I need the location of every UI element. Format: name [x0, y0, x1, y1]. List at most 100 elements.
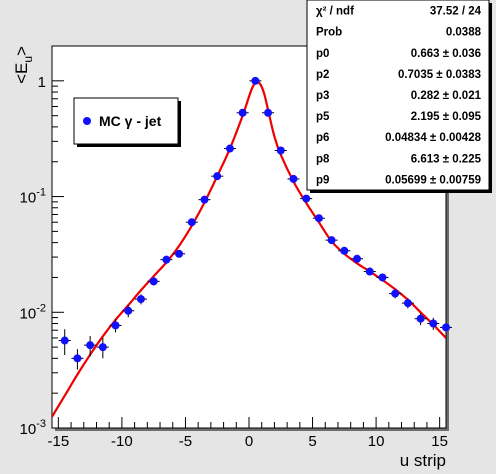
data-marker — [73, 354, 82, 363]
data-point — [312, 214, 325, 223]
stats-label: p2 — [316, 69, 329, 81]
data-point — [440, 321, 452, 335]
legend-box — [73, 97, 179, 145]
data-marker — [276, 146, 285, 155]
data-marker — [86, 341, 95, 350]
data-marker — [175, 249, 184, 258]
x-axis-title: u strip — [400, 451, 446, 470]
stats-label: p5 — [316, 111, 330, 123]
data-point — [236, 108, 249, 117]
data-marker — [60, 336, 69, 345]
data-point — [134, 294, 147, 305]
stats-value: 0.05699 ± 0.00759 — [385, 174, 481, 186]
data-point — [401, 298, 414, 309]
data-marker — [302, 194, 311, 203]
y-tick-label: 10-1 — [20, 187, 46, 207]
data-marker — [416, 314, 425, 323]
stats-label: p6 — [316, 132, 329, 144]
data-marker — [149, 277, 158, 286]
x-tick-label: 0 — [245, 433, 253, 450]
data-point — [160, 255, 173, 264]
data-marker — [429, 319, 438, 328]
stats-box: χ² / ndf 37.52 / 24 Prob 0.0388 p0 0.663 ± 0.… — [306, 0, 492, 193]
data-marker — [187, 218, 196, 227]
stats-label: p9 — [316, 174, 329, 186]
data-marker — [162, 255, 171, 264]
y-axis-title-text: <Eu> — [12, 46, 35, 84]
legend-entry: MC γ - jet — [99, 113, 162, 129]
stats-label: p8 — [316, 153, 330, 165]
data-point — [249, 76, 262, 85]
x-tick-label: -10 — [111, 433, 133, 450]
data-marker — [378, 273, 387, 282]
data-marker — [251, 76, 260, 85]
data-point — [363, 267, 376, 276]
data-point — [300, 194, 313, 203]
data-marker — [340, 246, 349, 255]
x-tick-label: -5 — [179, 433, 192, 450]
data-point — [427, 317, 440, 330]
data-marker — [353, 254, 362, 263]
y-tick-label: 1 — [38, 74, 46, 91]
y-tick-label: 10-2 — [20, 302, 46, 322]
data-point — [109, 319, 122, 333]
data-point — [274, 146, 287, 155]
data-marker — [111, 321, 120, 330]
x-tick-label: 5 — [308, 433, 316, 450]
data-point — [223, 144, 236, 153]
data-point — [58, 329, 71, 355]
data-point — [414, 313, 427, 326]
y-tick-label: 10-3 — [20, 418, 46, 438]
data-points-layer — [58, 76, 452, 370]
stats-value: 0.0388 — [446, 27, 482, 39]
legend: MC γ - jet — [73, 97, 181, 147]
stats-label: χ² / ndf — [316, 6, 354, 18]
data-marker — [238, 108, 247, 117]
stats-value: 0.7035 ± 0.0383 — [398, 69, 481, 81]
data-marker — [264, 108, 273, 117]
x-tick-label: -15 — [48, 433, 70, 450]
data-point — [211, 172, 224, 181]
data-point — [84, 335, 97, 357]
data-point — [376, 273, 389, 282]
data-marker — [365, 267, 374, 276]
stats-label: p3 — [316, 90, 329, 102]
stats-value: 0.282 ± 0.021 — [411, 90, 482, 102]
x-tick-label: 15 — [431, 433, 448, 450]
data-marker — [98, 343, 107, 352]
data-point — [96, 337, 109, 359]
data-marker — [124, 306, 133, 315]
data-point — [122, 305, 135, 318]
data-point — [185, 218, 198, 227]
data-point — [173, 249, 186, 258]
data-marker — [289, 174, 298, 183]
stats-value: 2.195 ± 0.095 — [411, 111, 482, 123]
axes-layer: -15 -10 -5 0 5 10 15 10-3 10-2 10-1 1 — [20, 45, 448, 450]
stats-value: 0.663 ± 0.036 — [411, 48, 481, 60]
data-point — [71, 349, 84, 370]
stats-value: 6.613 ± 0.225 — [411, 153, 482, 165]
y-axis-title: <Eu> — [12, 46, 35, 84]
legend-marker — [83, 117, 91, 125]
data-point — [338, 246, 351, 255]
data-marker — [327, 236, 336, 245]
stats-frame — [306, 0, 490, 191]
data-point — [351, 254, 364, 263]
data-marker — [391, 289, 400, 298]
data-marker — [442, 323, 450, 332]
data-point — [198, 195, 211, 204]
x-tick-label: 10 — [368, 433, 385, 450]
data-point — [287, 174, 300, 183]
data-point — [262, 108, 275, 117]
data-marker — [200, 195, 209, 204]
data-marker — [225, 144, 234, 153]
stats-value: 0.04834 ± 0.00428 — [385, 132, 481, 144]
stats-value: 37.52 / 24 — [430, 6, 482, 18]
data-point — [389, 289, 402, 299]
stats-label: Prob — [316, 27, 342, 39]
data-point — [325, 236, 338, 245]
data-marker — [314, 214, 323, 223]
data-marker — [213, 172, 222, 181]
data-marker — [403, 299, 412, 308]
